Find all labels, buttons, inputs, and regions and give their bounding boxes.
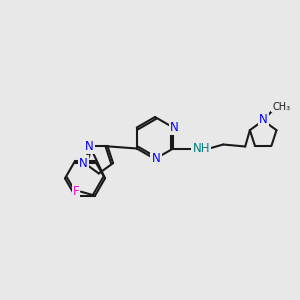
Text: N: N <box>152 152 160 166</box>
Text: CH₃: CH₃ <box>272 101 290 112</box>
Text: N: N <box>85 140 93 153</box>
Text: N: N <box>259 113 268 126</box>
Text: NH: NH <box>192 142 210 155</box>
Text: F: F <box>73 185 79 198</box>
Text: N: N <box>79 157 88 169</box>
Text: N: N <box>170 121 178 134</box>
